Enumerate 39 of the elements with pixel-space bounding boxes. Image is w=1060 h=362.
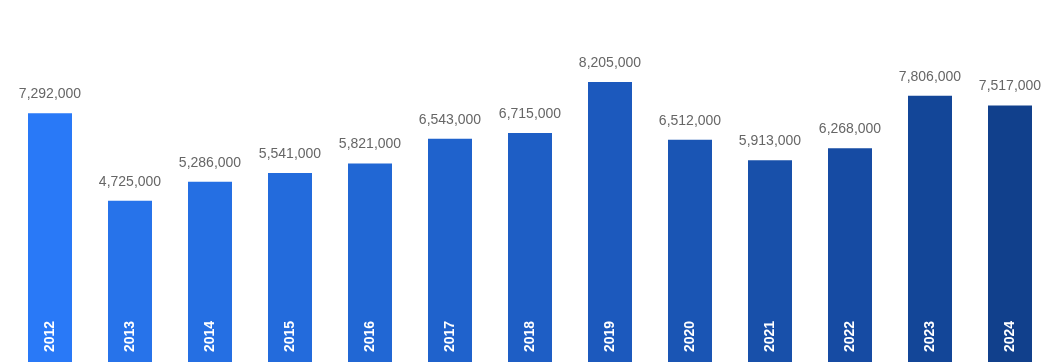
x-tick-label: 2021 [760,320,777,352]
data-label: 4,725,000 [98,172,162,189]
bar [268,172,312,362]
bar [348,163,392,362]
data-label: 6,512,000 [658,111,722,128]
data-label: 6,715,000 [498,104,562,121]
x-tick-label: 2018 [520,320,537,352]
bar [508,132,552,362]
x-tick-label: 2014 [200,320,217,352]
x-tick-label: 2016 [360,320,377,352]
bar [908,95,952,362]
bar [668,139,712,362]
data-label: 7,292,000 [18,85,82,102]
x-tick-label: 2019 [600,320,617,352]
x-tick-label: 2020 [680,320,697,352]
x-tick-label: 2015 [280,320,297,352]
bar [108,200,152,362]
bar [188,181,232,362]
data-label: 6,268,000 [818,120,882,137]
data-label: 5,821,000 [338,135,402,152]
data-label: 5,286,000 [178,153,242,170]
x-tick-label: 2024 [1000,320,1017,352]
bar [828,148,872,362]
data-label: 8,205,000 [578,53,642,70]
bar [28,113,72,362]
x-tick-label: 2023 [920,320,937,352]
bar [988,105,1032,362]
x-tick-label: 2013 [120,320,137,352]
bar [748,160,792,362]
x-tick-label: 2012 [40,320,57,352]
bar [588,82,632,362]
data-label: 7,806,000 [898,67,962,84]
x-tick-label: 2022 [840,320,857,352]
data-label: 6,543,000 [418,110,482,127]
x-tick-label: 2017 [440,320,457,352]
data-label: 7,517,000 [978,77,1042,94]
data-label: 5,913,000 [738,132,802,149]
data-label: 5,541,000 [258,144,322,161]
bar [428,138,472,362]
